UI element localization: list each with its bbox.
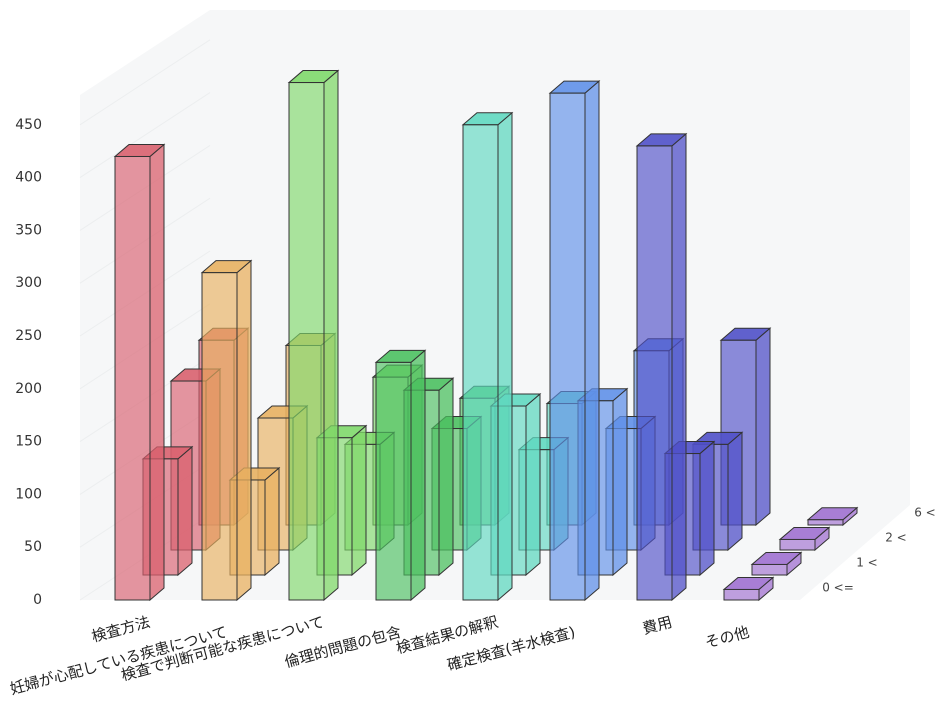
bar-side	[149, 143, 165, 602]
bar-front	[288, 82, 325, 601]
bar-side	[323, 69, 339, 602]
bar-front	[375, 361, 412, 601]
bar-side	[264, 466, 280, 577]
y-tick-label: 300	[15, 275, 42, 291]
y-tick-label: 100	[15, 486, 42, 502]
depth-label: 2 <	[885, 531, 907, 545]
bar	[722, 576, 775, 602]
bar-front	[549, 92, 586, 601]
bar-side	[584, 80, 600, 602]
x-tick-label: 検査方法	[90, 613, 153, 646]
x-tick-label: 費用	[641, 613, 675, 638]
y-tick-label: 250	[15, 328, 42, 344]
x-tick-label: その他	[703, 623, 751, 652]
bar-side	[177, 445, 193, 577]
bar-side	[497, 111, 513, 602]
bar-side	[699, 440, 715, 577]
depth-label: 0 <=	[822, 581, 854, 595]
y-tick-label: 200	[15, 381, 42, 397]
bar	[113, 143, 166, 602]
bar-front	[636, 145, 673, 601]
bar	[200, 259, 253, 602]
bar-side	[755, 327, 771, 527]
bar-side	[351, 424, 367, 577]
bar-side	[410, 349, 426, 602]
y-tick-label: 350	[15, 222, 42, 238]
y-tick-label: 0	[33, 592, 42, 608]
bar	[750, 551, 803, 577]
y-tick-label: 450	[15, 117, 42, 133]
bar	[778, 526, 831, 552]
bar-front	[201, 272, 238, 601]
bar-front	[114, 155, 151, 601]
bar-side	[438, 377, 454, 577]
bar-side	[671, 132, 687, 602]
bar-side	[612, 387, 628, 577]
bar-front	[751, 563, 788, 576]
bar-side	[727, 431, 743, 552]
bar	[461, 111, 514, 602]
y-tick-label: 50	[24, 539, 42, 555]
bar-side	[236, 259, 252, 602]
y-tick-label: 400	[15, 170, 42, 186]
depth-label: 6 <	[914, 506, 936, 520]
y-tick-label: 150	[15, 434, 42, 450]
bar	[635, 132, 688, 602]
bar-front	[779, 538, 816, 551]
grid-line	[79, 92, 211, 179]
bar	[287, 69, 340, 602]
bar	[548, 80, 601, 602]
grid-line	[79, 39, 211, 126]
bar-side	[525, 392, 541, 577]
bar-front	[723, 588, 760, 601]
bar	[374, 349, 427, 602]
bar-front	[462, 124, 499, 601]
bar-front	[807, 519, 844, 526]
bar	[806, 506, 859, 527]
depth-label: 1 <	[856, 556, 878, 570]
